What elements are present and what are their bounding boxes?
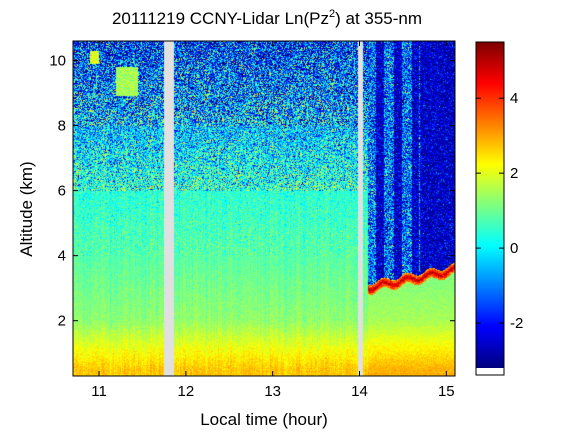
- colorbar-tick-label: 0: [510, 240, 518, 257]
- heatmap-image: [73, 41, 455, 376]
- colorbar-underflow: [476, 368, 504, 375]
- colorbar-tick-label: 2: [510, 165, 518, 182]
- colorbar-ticks: -2 0 2 4: [476, 90, 523, 332]
- y-tick-label: 8: [58, 118, 66, 135]
- y-tick-label: 6: [58, 183, 66, 200]
- colorbar-tick-label: -2: [510, 315, 523, 332]
- colorbar-frame: [475, 41, 505, 376]
- plot-frame: [72, 40, 456, 377]
- colorbar: -2 0 2 4: [475, 41, 523, 376]
- x-tick-label: 11: [91, 383, 107, 400]
- colorbar-gradient: [476, 42, 504, 368]
- y-tick-label: 10: [49, 53, 66, 70]
- x-tick-label: 13: [264, 383, 281, 400]
- x-tick-label: 14: [351, 383, 368, 400]
- chart-title: 20111219 CCNY-Lidar Ln(Pz2) at 355-nm: [112, 8, 422, 28]
- x-axis-label: Local time (hour): [200, 410, 328, 429]
- y-tick-label: 4: [58, 248, 66, 265]
- colorbar-tick-label: 4: [510, 90, 518, 107]
- x-tick-label: 12: [178, 383, 195, 400]
- x-axis: 11 12 13 14 15: [91, 41, 455, 400]
- x-tick-label: 15: [438, 383, 455, 400]
- heatmap: [73, 41, 455, 376]
- y-axis-label: Altitude (km): [17, 161, 36, 256]
- y-axis: 2 4 6 8 10: [49, 53, 455, 330]
- y-tick-label: 2: [58, 313, 66, 330]
